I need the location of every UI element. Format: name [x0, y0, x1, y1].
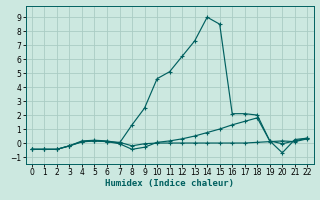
X-axis label: Humidex (Indice chaleur): Humidex (Indice chaleur) [105, 179, 234, 188]
